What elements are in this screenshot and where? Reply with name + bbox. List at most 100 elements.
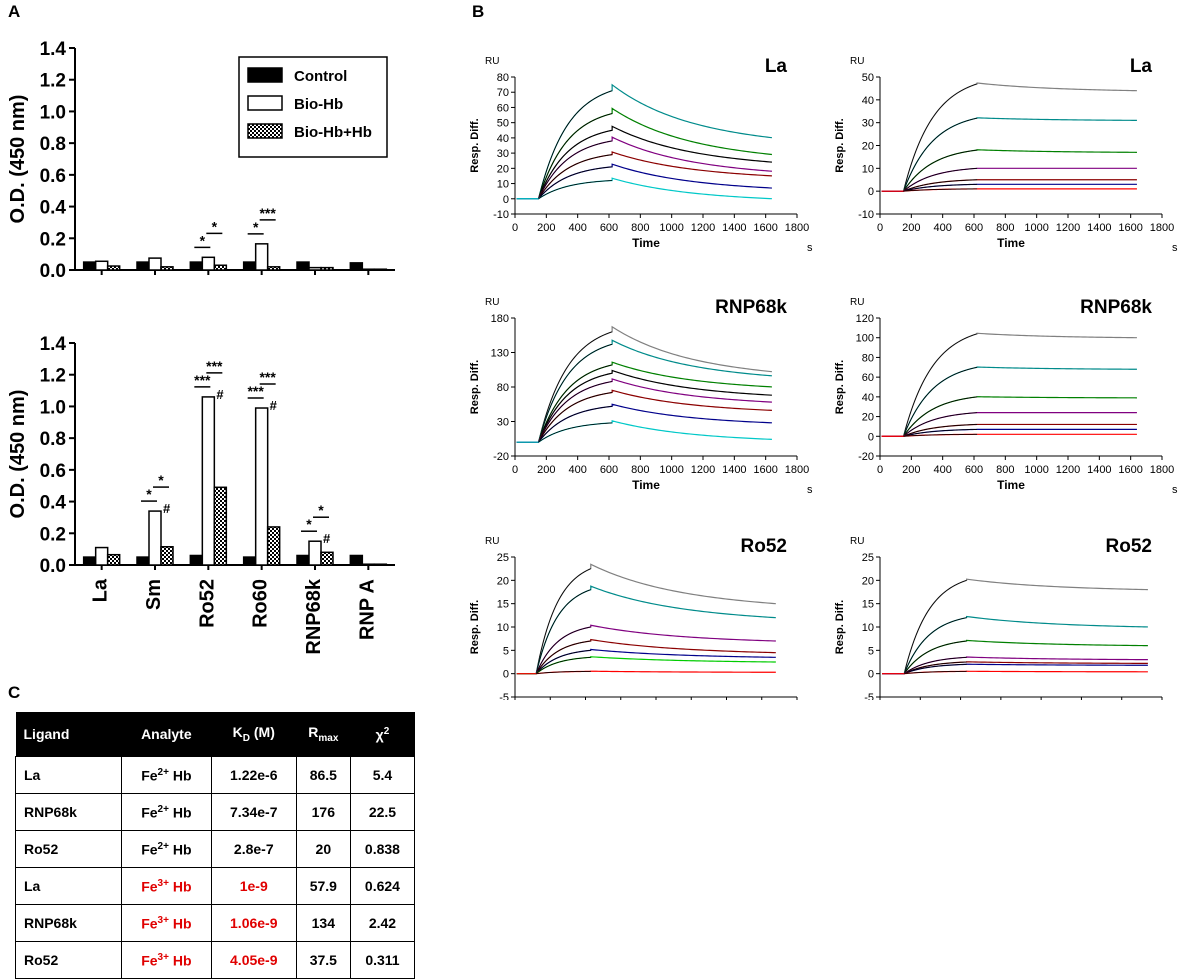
cell-kd: 1.06e-9 xyxy=(210,904,297,942)
y-unit-label: RU xyxy=(485,297,499,308)
x-tick-label: 800 xyxy=(996,222,1014,234)
hash-mark: # xyxy=(323,531,331,546)
y-tick-label: 15 xyxy=(497,599,509,611)
significance-label: * xyxy=(318,502,324,518)
y-tick-label: 0 xyxy=(503,669,509,681)
fit-curve xyxy=(903,433,978,437)
fit-curve xyxy=(535,568,591,674)
cell-rmax: 134 xyxy=(295,904,351,942)
x-unit-label: s xyxy=(807,484,813,496)
chart-title: RNP68k xyxy=(1080,297,1152,318)
cell-rmax: 176 xyxy=(295,793,351,831)
significance-label: * xyxy=(158,472,164,488)
legend-swatch xyxy=(247,123,283,139)
y-tick-label: 0 xyxy=(503,194,509,206)
fit-curve xyxy=(538,405,613,443)
y-tick-label: 0.4 xyxy=(40,493,67,514)
sensorgram-series xyxy=(516,163,772,200)
x-tick-label: 400 xyxy=(568,222,586,234)
cell-kd: 2.8e-7 xyxy=(210,830,297,868)
x-axis-label: Time xyxy=(997,478,1025,492)
significance-label: * xyxy=(200,232,206,248)
bar-control xyxy=(296,554,310,566)
analyte-main: Fe xyxy=(141,915,158,932)
bar-bio-hb xyxy=(361,268,376,271)
x-tick-label: 0 xyxy=(877,222,883,234)
cell-rmax: 20 xyxy=(295,830,351,868)
fit-curve xyxy=(903,424,978,437)
bar-bio-hb xyxy=(308,540,322,566)
fit-curve xyxy=(538,90,613,199)
x-tick-label: 600 xyxy=(965,222,983,234)
cell-ligand: Ro52 xyxy=(15,830,122,868)
fit-curve xyxy=(538,154,613,199)
fit-curve xyxy=(903,428,978,437)
y-tick-label: 30 xyxy=(497,417,509,429)
fit-curve xyxy=(535,589,591,674)
x-tick-label: 400 xyxy=(568,464,586,476)
x-tick-label: 0 xyxy=(877,464,883,476)
bar-bio-hb-hb xyxy=(213,486,228,566)
cell-chi: 22.5 xyxy=(349,793,416,831)
bar-control xyxy=(242,261,257,271)
significance-label: * xyxy=(253,219,259,235)
bar-control xyxy=(82,556,97,566)
bar-bio-hb-hb xyxy=(160,546,174,566)
bar-control xyxy=(349,554,364,566)
x-tick-label: 600 xyxy=(600,464,618,476)
fit-curve xyxy=(903,188,978,192)
y-tick-label: 25 xyxy=(862,552,874,564)
chart-title: La xyxy=(1130,56,1153,77)
table-row: Ro52 Fe2+ Hb 2.8e-7 20 0.838 xyxy=(15,830,416,868)
significance-label: * xyxy=(306,516,312,532)
bar-bio-hb xyxy=(94,546,109,566)
fit-curve xyxy=(538,113,613,199)
x-tick-label: 200 xyxy=(902,464,920,476)
x-tick-label: 200 xyxy=(537,222,555,234)
y-tick-label: 0 xyxy=(868,431,874,443)
fit-curve xyxy=(903,640,967,674)
x-unit-label: s xyxy=(1172,242,1178,254)
significance-label: *** xyxy=(206,358,223,374)
x-tick-label: 1000 xyxy=(659,222,683,234)
fit-curve xyxy=(903,117,978,192)
y-tick-label: 60 xyxy=(497,102,509,114)
sensorgram-series xyxy=(516,624,776,675)
significance-label: *** xyxy=(259,369,276,385)
cell-analyte: Fe3+ Hb xyxy=(120,867,212,905)
y-axis-label: Resp. Diff. xyxy=(469,600,481,654)
y-tick-label: 80 xyxy=(497,382,509,394)
cell-ligand: Ro52 xyxy=(15,941,122,979)
bar-bio-hb-hb xyxy=(213,264,228,271)
bar-control xyxy=(82,261,97,271)
bar-bio-hb-hb xyxy=(373,563,388,566)
y-tick-label: 5 xyxy=(868,645,874,657)
cell-chi: 5.4 xyxy=(349,756,416,794)
y-tick-label: 0.6 xyxy=(40,166,66,187)
x-tick-label: 1400 xyxy=(1087,222,1111,234)
bar-bio-hb-hb xyxy=(320,551,334,566)
bar-bio-hb xyxy=(94,260,109,271)
y-tick-label: 0.8 xyxy=(40,134,66,155)
y-axis-label: Resp. Diff. xyxy=(834,360,846,414)
fit-curve xyxy=(903,183,978,192)
category-label: Ro60 xyxy=(250,579,272,628)
bar-bio-hb-hb xyxy=(320,266,334,271)
legend-swatch xyxy=(247,95,283,111)
y-tick-label: 20 xyxy=(497,575,509,587)
y-tick-label: 40 xyxy=(862,392,874,404)
significance-label: *** xyxy=(194,372,211,388)
fit-curve xyxy=(903,167,978,192)
cell-analyte: Fe3+ Hb xyxy=(120,904,212,942)
y-axis-label: O.D. (450 nm) xyxy=(7,390,29,519)
x-tick-label: 1800 xyxy=(785,464,809,476)
x-tick-label: 1600 xyxy=(1118,464,1142,476)
x-tick-label: 1200 xyxy=(691,222,715,234)
category-label: Ro52 xyxy=(196,579,218,628)
x-tick-label: 800 xyxy=(631,222,649,234)
analyte-end: Hb xyxy=(168,767,192,784)
category-label: Sm xyxy=(143,579,165,610)
category-label: La xyxy=(90,578,112,602)
x-tick-label: 600 xyxy=(965,464,983,476)
analyte-end: Hb xyxy=(168,915,192,932)
